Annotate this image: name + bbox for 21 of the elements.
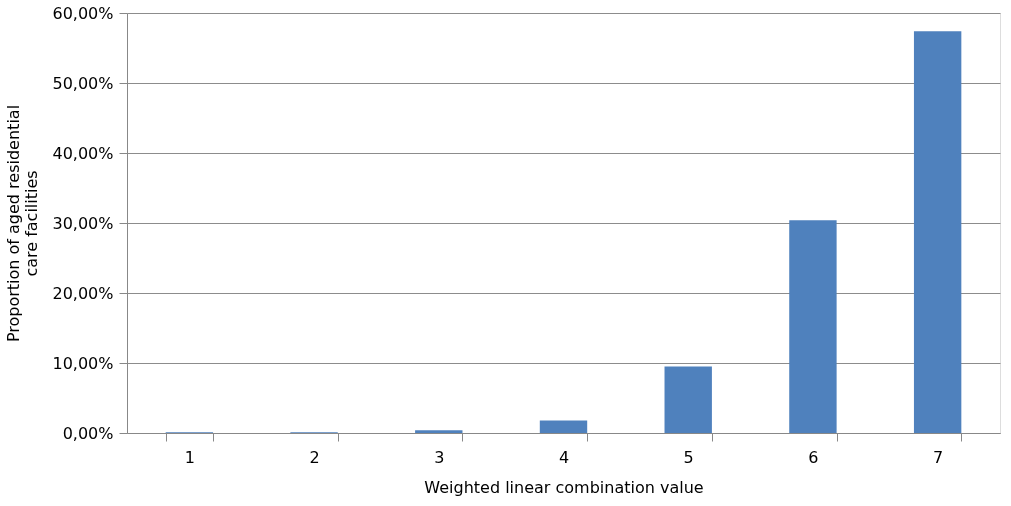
x-tick-label: 3 — [434, 447, 445, 467]
x-tick-label: 4 — [558, 447, 570, 467]
y-tick-label: 0,00% — [62, 423, 114, 443]
y-tick-label: 30,00% — [52, 213, 114, 233]
bar — [415, 430, 463, 433]
x-tick-label: 5 — [683, 447, 694, 467]
bar — [913, 31, 962, 433]
y-tick-label: 50,00% — [52, 73, 114, 93]
x-tick-label: 2 — [309, 447, 320, 467]
bar — [664, 366, 712, 433]
y-tick-label: 40,00% — [52, 143, 114, 163]
bar — [789, 220, 837, 433]
y-axis-title: Proportion of aged residential care facilities — [4, 104, 42, 343]
y-tick-label: 10,00% — [52, 353, 114, 373]
x-axis-title: Weighted linear combination value — [424, 477, 704, 497]
x-tick-label: 6 — [808, 447, 819, 467]
y-tick-label: 20,00% — [52, 283, 114, 303]
x-tick-label: 1 — [184, 447, 195, 467]
x-tick-label: 7 — [933, 447, 944, 467]
y-tick-label: 60,00% — [52, 3, 114, 23]
bar — [539, 420, 588, 433]
